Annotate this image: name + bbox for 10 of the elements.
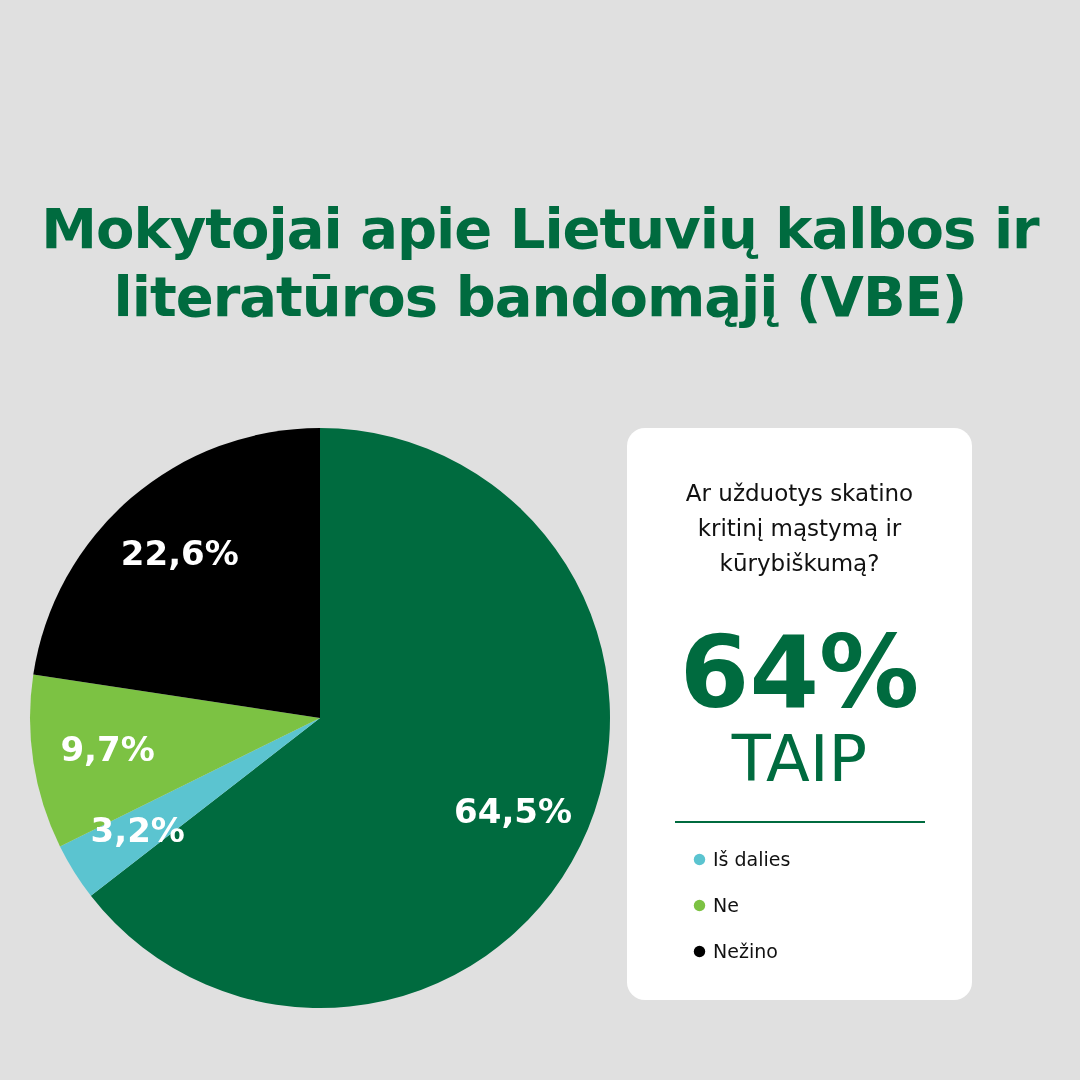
pie-slice: [30, 674, 320, 847]
legend-label: Nežino: [713, 939, 778, 962]
pie-slice: [33, 428, 320, 718]
data-label: 64,5%: [454, 790, 573, 831]
data-label: 22,6%: [120, 532, 239, 573]
legend-label: Ne: [713, 893, 739, 916]
text: Ar užduotys skatino kritinį mąstymą ir kūrybiškumą?: [684, 479, 915, 578]
chart-title: Mokytojai apie Lietuvių kalbos ir literatūros bandomąjį (VBE): [40, 195, 1040, 331]
data-label: 9,7%: [60, 728, 155, 769]
legend-label: Iš dalies: [713, 847, 791, 870]
